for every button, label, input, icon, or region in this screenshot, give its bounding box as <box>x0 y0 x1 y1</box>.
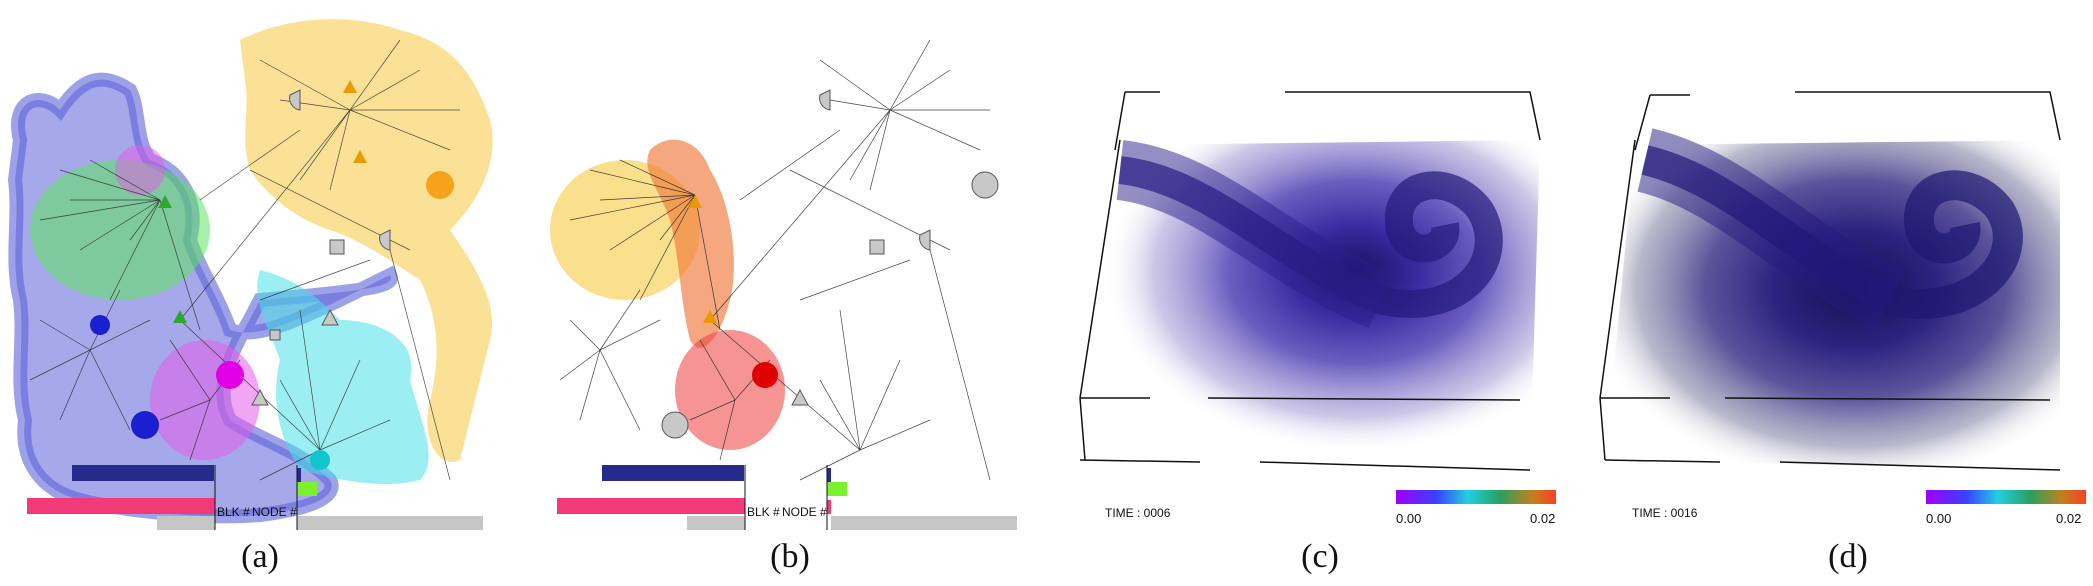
blk-bar-pink-b <box>557 498 745 514</box>
panel-d: TIME : 0016 0.00 0.02 <box>1590 0 2090 540</box>
colorbar-max-d: 0.02 <box>2056 511 2081 526</box>
blk-label-a: BLK # <box>217 505 250 519</box>
time-label-d: TIME : 0016 <box>1632 506 1698 520</box>
colorbar-c <box>1396 490 1556 504</box>
blk-label-b: BLK # <box>747 505 780 519</box>
panel-a: BLK # NODE # <box>0 0 520 540</box>
caption-c: (c) <box>1301 538 1339 575</box>
cluster-red-b <box>675 330 785 450</box>
node-bar-navy-b <box>827 468 831 482</box>
panel-c: TIME : 0006 0.00 0.02 <box>1060 0 1580 540</box>
blk-bar-gray-a <box>157 516 215 530</box>
cluster-orange-b <box>647 139 734 348</box>
cluster-magenta <box>150 340 260 460</box>
node-bar-navy-a <box>297 468 301 482</box>
blk-bar-gray-b <box>687 516 745 530</box>
caption-b: (b) <box>770 538 810 575</box>
blk-bar-pink-a <box>27 498 215 514</box>
colorbar-max-c: 0.02 <box>1530 511 1555 526</box>
node-bar-gray-b <box>831 516 1017 530</box>
node-bar-pink-b <box>827 500 831 514</box>
node-bar-gray-a <box>297 516 483 530</box>
graph-nodes-a <box>90 80 454 470</box>
colorbar-min-d: 0.00 <box>1926 511 1951 526</box>
network-graph-b: BLK # NODE # <box>530 0 1050 540</box>
caption-d: (d) <box>1828 538 1868 575</box>
node-label-b: NODE # <box>782 505 827 519</box>
bounding-lines-c <box>1079 91 1541 471</box>
cluster-cyan <box>257 270 429 485</box>
volume-render-d: TIME : 0016 0.00 0.02 <box>1590 0 2090 540</box>
node-bar-green-b <box>827 482 847 496</box>
graph-nodes-b <box>661 89 999 439</box>
time-label-c: TIME : 0006 <box>1105 506 1171 520</box>
graph-edges-b <box>559 39 991 481</box>
bounding-lines-d <box>1599 91 2061 471</box>
network-graph-a: BLK # NODE # <box>0 0 520 540</box>
node-label-a: NODE # <box>252 505 297 519</box>
blk-bar-navy-a <box>72 465 214 481</box>
panel-b: BLK # NODE # <box>530 0 1050 540</box>
colorbar-d <box>1926 490 2086 504</box>
volume-render-c: TIME : 0006 0.00 0.02 <box>1060 0 1580 540</box>
cluster-yellow <box>240 19 493 462</box>
graph-edges-a <box>29 39 460 481</box>
colorbar-min-c: 0.00 <box>1396 511 1421 526</box>
caption-a: (a) <box>241 538 279 575</box>
cluster-magenta-top <box>115 145 165 195</box>
blk-bar-navy-b <box>602 465 744 481</box>
node-bar-green-a <box>297 482 317 496</box>
